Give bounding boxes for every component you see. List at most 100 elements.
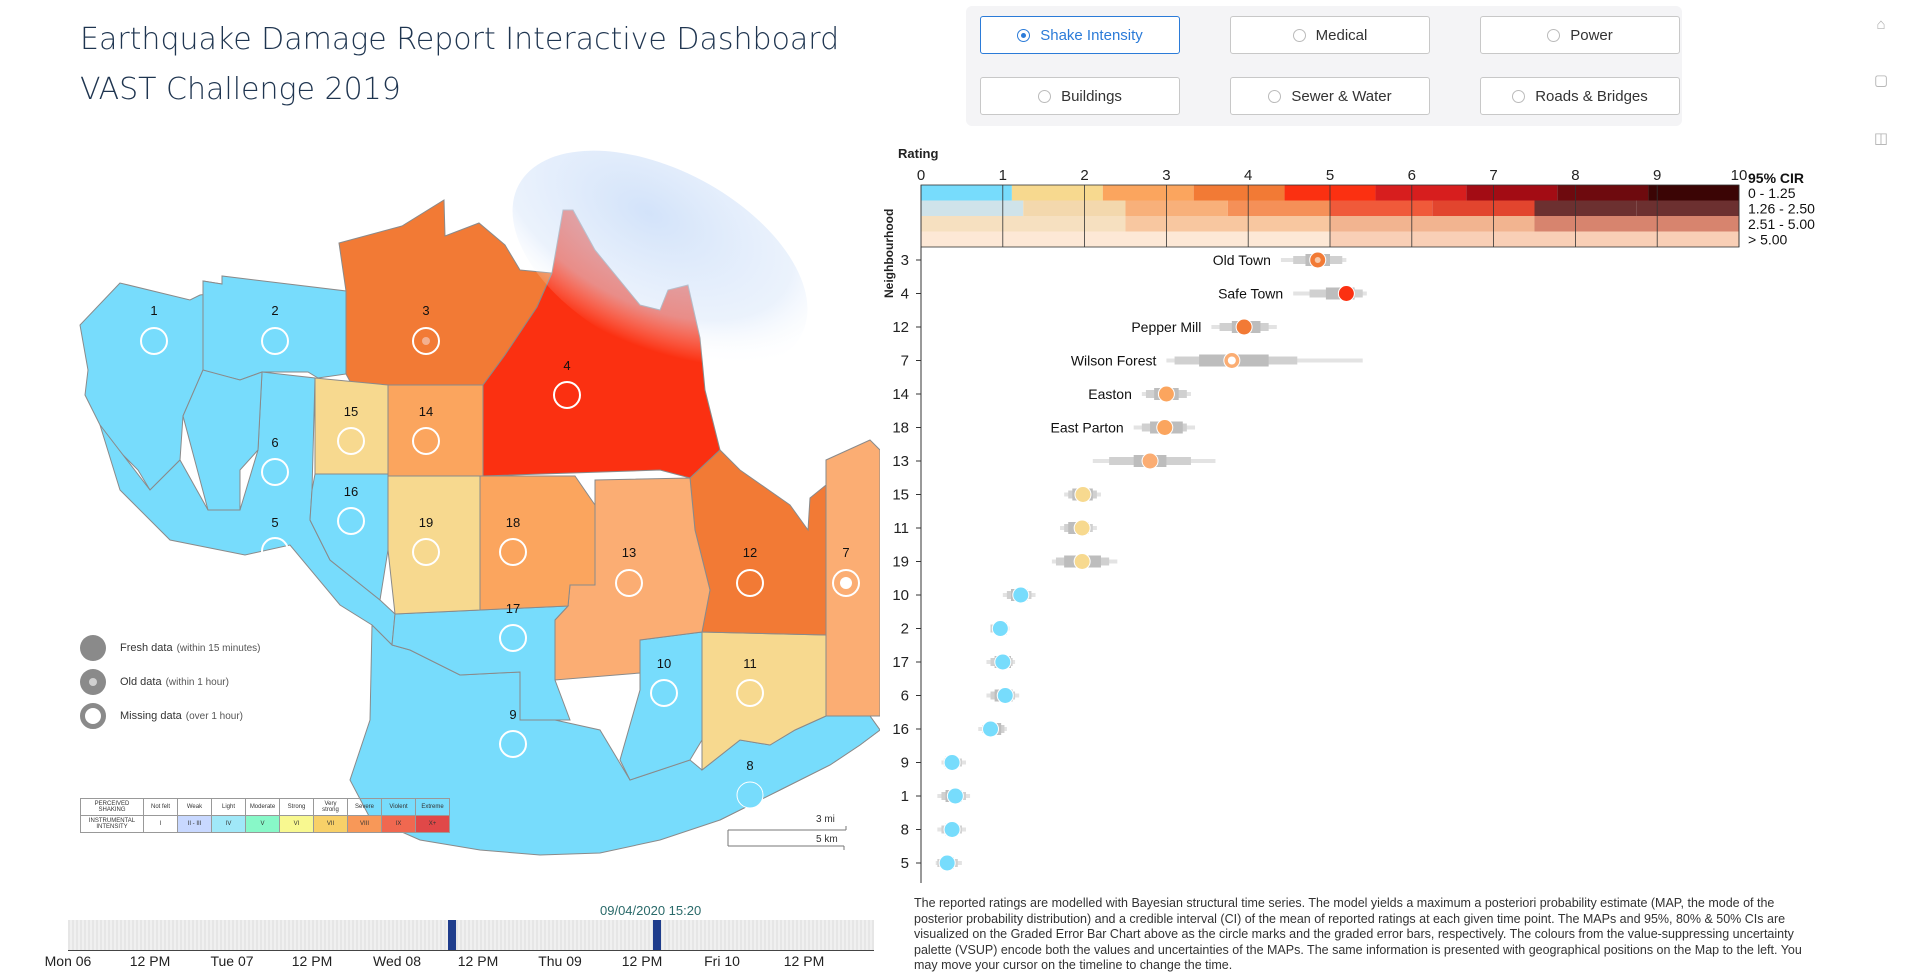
ci80-bar bbox=[990, 658, 1013, 666]
x-tick-label: 3 bbox=[1162, 167, 1170, 184]
vsup-cell bbox=[1011, 185, 1103, 201]
ci50-bar bbox=[994, 689, 1013, 702]
option-shake-intensity[interactable]: Shake Intensity bbox=[980, 16, 1180, 54]
option-power[interactable]: Power bbox=[1480, 16, 1680, 54]
vsup-cell bbox=[1125, 216, 1330, 232]
region-marker-7[interactable] bbox=[832, 569, 860, 597]
region-18[interactable] bbox=[479, 475, 596, 611]
region-label: 15 bbox=[344, 404, 358, 419]
option-medical[interactable]: Medical bbox=[1230, 16, 1430, 54]
region-marker-9[interactable] bbox=[499, 730, 527, 758]
timeline-cursor[interactable] bbox=[653, 920, 661, 950]
epicenter-overlay bbox=[512, 150, 808, 370]
vsup-cell bbox=[1227, 200, 1330, 216]
x-tick-label: 1 bbox=[999, 167, 1007, 184]
region-marker-14[interactable] bbox=[412, 427, 440, 455]
region-label: 9 bbox=[509, 707, 516, 722]
ci95-bar bbox=[1060, 526, 1097, 530]
region-label: 1 bbox=[150, 303, 157, 318]
ci80-bar bbox=[1141, 423, 1187, 432]
region-marker-19[interactable] bbox=[412, 538, 440, 566]
region-marker-11[interactable] bbox=[736, 679, 764, 707]
book-icon[interactable]: ◫ bbox=[1873, 130, 1889, 147]
vsup-cell bbox=[1023, 200, 1126, 216]
point-name-label: Pepper Mill bbox=[1131, 319, 1201, 335]
legend-fresh: Fresh data (within 15 minutes) bbox=[80, 635, 261, 661]
region-marker-8[interactable] bbox=[736, 781, 764, 809]
y-tick-label: 11 bbox=[893, 520, 909, 537]
ci80-bar bbox=[1309, 289, 1363, 298]
region-label: 17 bbox=[506, 601, 520, 616]
option-sewer-water[interactable]: Sewer & Water bbox=[1230, 77, 1430, 115]
y-tick-label: 7 bbox=[901, 353, 909, 370]
map-point bbox=[1156, 419, 1174, 436]
legend-note: (within 15 minutes) bbox=[176, 642, 261, 654]
region-marker-17[interactable] bbox=[499, 624, 527, 652]
region-15[interactable] bbox=[314, 377, 389, 475]
ci95-bar bbox=[978, 727, 1007, 731]
vsup-cell bbox=[1330, 231, 1739, 247]
region-marker-3[interactable] bbox=[412, 327, 440, 355]
mmi-intensity-cell: II - III bbox=[177, 815, 212, 833]
legend-entry: 2.51 - 5.00 bbox=[1748, 216, 1815, 232]
region-12[interactable] bbox=[689, 449, 827, 636]
ci95-bar bbox=[1293, 291, 1367, 296]
y-tick-label: 13 bbox=[892, 453, 909, 470]
y-tick-label: 18 bbox=[892, 420, 909, 437]
legend-note: (within 1 hour) bbox=[165, 676, 229, 688]
ci50-bar bbox=[945, 790, 962, 802]
legend-label: Old data bbox=[120, 676, 162, 688]
ci50-bar bbox=[945, 756, 958, 769]
region-label: 3 bbox=[422, 303, 429, 318]
ci50-bar bbox=[1154, 388, 1179, 400]
timeline-tick-label: Fri 10 bbox=[704, 953, 740, 969]
mmi-intensity-cell: VI bbox=[279, 815, 314, 833]
region-6[interactable] bbox=[182, 369, 263, 511]
option-label: Medical bbox=[1315, 26, 1368, 44]
x-axis-label: Rating bbox=[898, 146, 939, 161]
x-tick-label: 4 bbox=[1244, 167, 1252, 184]
region-marker-6[interactable] bbox=[261, 458, 289, 486]
option-label: Power bbox=[1570, 26, 1613, 44]
chat-icon[interactable]: ▢ bbox=[1873, 72, 1889, 89]
region-marker-12[interactable] bbox=[736, 569, 764, 597]
y-axis-label: Neighbourhood bbox=[882, 209, 896, 298]
region-marker-1[interactable] bbox=[140, 327, 168, 355]
region-marker-4[interactable] bbox=[553, 381, 581, 409]
region-marker-2[interactable] bbox=[261, 327, 289, 355]
ci95-bar bbox=[937, 827, 966, 832]
region-marker-5[interactable] bbox=[261, 537, 289, 565]
vsup-cell bbox=[921, 200, 1024, 216]
region-19[interactable] bbox=[387, 475, 481, 615]
map-point bbox=[1073, 519, 1091, 537]
ci95-bar bbox=[986, 693, 1020, 698]
y-tick-label: 16 bbox=[892, 721, 909, 738]
region-marker-16[interactable] bbox=[337, 507, 365, 535]
timeline-slider[interactable] bbox=[68, 920, 874, 950]
region-marker-15[interactable] bbox=[337, 427, 365, 455]
legend-missing: Missing data (over 1 hour) bbox=[80, 703, 243, 729]
option-buildings[interactable]: Buildings bbox=[980, 77, 1180, 115]
vsup-cell bbox=[1557, 185, 1649, 201]
legend-entry: > 5.00 bbox=[1748, 232, 1788, 248]
region-11[interactable] bbox=[701, 631, 827, 772]
home-icon[interactable]: ⌂ bbox=[1876, 16, 1886, 33]
option-roads-bridges[interactable]: Roads & Bridges bbox=[1480, 77, 1680, 115]
ci95-bar bbox=[1064, 492, 1101, 497]
region-marker-13[interactable] bbox=[615, 569, 643, 597]
page-title: Earthquake Damage Report Interactive Das… bbox=[80, 22, 840, 57]
ci80-bar bbox=[982, 725, 1005, 733]
mmi-header: INSTRUMENTAL INTENSITY bbox=[80, 815, 144, 833]
region-label: 6 bbox=[271, 435, 278, 450]
ci50-bar bbox=[994, 622, 1007, 635]
x-tick-label: 6 bbox=[1408, 167, 1416, 184]
vsup-cell bbox=[1330, 216, 1535, 232]
region-marker-18[interactable] bbox=[499, 538, 527, 566]
region-marker-10[interactable] bbox=[650, 679, 678, 707]
ci50-bar bbox=[1325, 287, 1355, 300]
ci80-bar bbox=[943, 758, 962, 767]
ci80-bar bbox=[1293, 256, 1343, 264]
region-14[interactable] bbox=[387, 384, 484, 477]
option-label: Shake Intensity bbox=[1040, 26, 1143, 44]
